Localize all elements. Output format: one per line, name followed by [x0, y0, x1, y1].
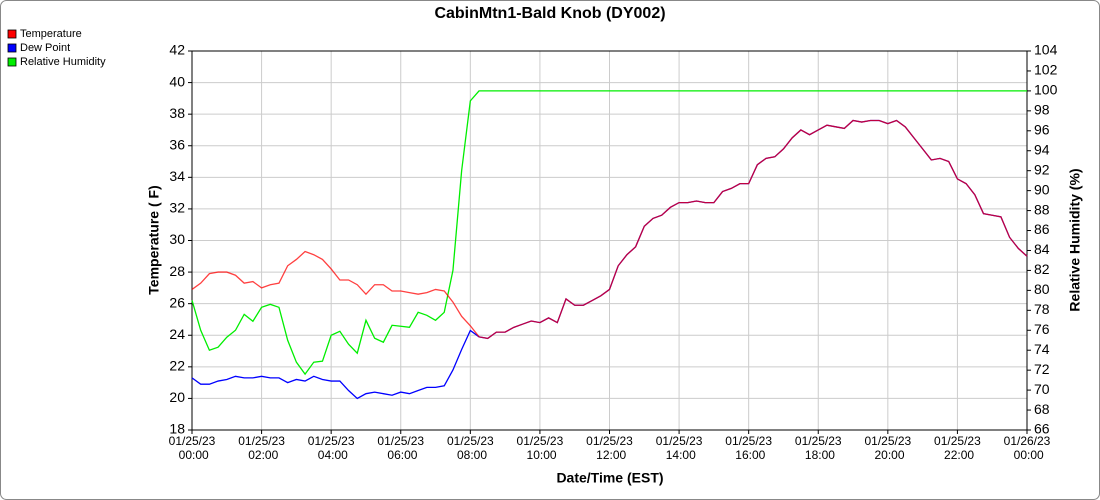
x-tick-label: 01/25/23 08:00: [447, 434, 494, 462]
y-tick-label: 26: [169, 294, 185, 310]
legend-swatch: [7, 57, 17, 67]
y-tick-label: 42: [169, 42, 185, 58]
y-tick-label: 30: [169, 231, 185, 247]
y2-tick-label: 86: [1034, 221, 1050, 237]
y2-tick-label: 102: [1034, 62, 1058, 78]
plot-border: [191, 50, 1028, 431]
y2-tick-label: 94: [1034, 141, 1050, 157]
y2-tick-label: 80: [1034, 281, 1050, 297]
x-tick-label: 01/25/23 04:00: [308, 434, 355, 462]
legend-label: Temperature: [20, 28, 82, 40]
x-tick-label: 01/25/23 22:00: [934, 434, 981, 462]
y-tick-label: 18: [169, 421, 185, 437]
y-tick-label: 38: [169, 105, 185, 121]
series-line: [191, 90, 1027, 376]
y2-tick-label: 78: [1034, 301, 1050, 317]
y2-tick-label: 100: [1034, 82, 1058, 98]
y2-tick-label: 98: [1034, 102, 1050, 118]
y2-tick-label: 76: [1034, 321, 1050, 337]
y-tick-label: 28: [169, 263, 185, 279]
x-tick-label: 01/25/23 18:00: [795, 434, 842, 462]
y2-tick-label: 96: [1034, 121, 1050, 137]
x-tick-label: 01/25/23 00:00: [169, 434, 216, 462]
x-tick-label: 01/25/23 14:00: [656, 434, 703, 462]
y2-tick-label: 82: [1034, 261, 1050, 277]
legend-label: Relative Humidity: [20, 56, 106, 68]
x-tick-label: 01/25/23 06:00: [377, 434, 424, 462]
x-tick-label: 01/25/23 16:00: [725, 434, 772, 462]
y2-tick-label: 68: [1034, 401, 1050, 417]
y2-tick-label: 88: [1034, 201, 1050, 217]
y-tick-label: 24: [169, 326, 185, 342]
legend-swatch: [7, 29, 17, 39]
x-axis-label: Date/Time (EST): [556, 470, 663, 486]
y-tick-label: 36: [169, 136, 185, 152]
x-tick-label: 01/25/23 02:00: [238, 434, 285, 462]
y-tick-label: 32: [169, 200, 185, 216]
y2-tick-label: 72: [1034, 361, 1050, 377]
y-tick-label: 22: [169, 358, 185, 374]
y-tick-label: 40: [169, 73, 185, 89]
legend-swatch: [7, 43, 17, 53]
chart-title: CabinMtn1-Bald Knob (DY002): [434, 5, 665, 22]
x-tick-label: 01/26/23 00:00: [1004, 434, 1051, 462]
x-tick-label: 01/25/23 12:00: [586, 434, 633, 462]
y2-tick-label: 90: [1034, 181, 1050, 197]
y2-tick-label: 74: [1034, 341, 1050, 357]
y-tick-label: 20: [169, 389, 185, 405]
legend-label: Dew Point: [20, 42, 70, 54]
y2-tick-label: 92: [1034, 161, 1050, 177]
y-axis-label: Temperature ( F): [146, 185, 162, 294]
x-tick-label: 01/25/23 10:00: [517, 434, 564, 462]
series-line: [191, 119, 1028, 340]
y2-tick-label: 84: [1034, 241, 1050, 257]
y2-tick-label: 66: [1034, 421, 1050, 437]
y2-tick-label: 70: [1034, 381, 1050, 397]
y-tick-label: 34: [169, 168, 185, 184]
y2-axis-label: Relative Humidity (%): [1067, 168, 1083, 311]
y2-tick-label: 104: [1034, 42, 1058, 58]
x-tick-label: 01/25/23 20:00: [864, 434, 911, 462]
